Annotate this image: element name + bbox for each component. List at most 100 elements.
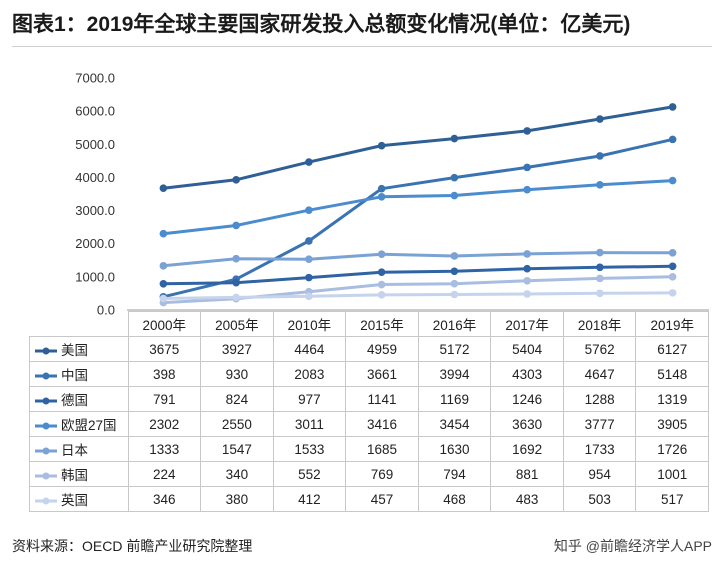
table-cell: 552 bbox=[272, 461, 347, 487]
x-category-label: 2015年 bbox=[345, 311, 419, 337]
series-3 bbox=[159, 176, 677, 238]
series-line bbox=[163, 137, 673, 299]
legend-key-icon bbox=[35, 422, 57, 430]
data-point bbox=[159, 184, 168, 192]
legend-key-icon bbox=[35, 372, 57, 380]
series-group bbox=[159, 103, 677, 307]
data-point bbox=[596, 152, 604, 160]
table-row: 美国 3675 3927 4464 4959 5172 5404 5762 6127 bbox=[29, 336, 709, 362]
data-point bbox=[305, 158, 313, 166]
table-cell: 4647 bbox=[562, 361, 637, 387]
legend-entry: 英国 bbox=[29, 486, 129, 512]
series-name: 日本 bbox=[61, 443, 88, 458]
data-point bbox=[377, 280, 386, 289]
legend-key-icon bbox=[35, 447, 57, 455]
x-category-label: 2017年 bbox=[490, 311, 564, 337]
data-point bbox=[596, 115, 604, 123]
series-line bbox=[163, 105, 673, 190]
table-cell: 5172 bbox=[417, 336, 492, 362]
data-point bbox=[668, 135, 677, 144]
series-line bbox=[163, 179, 673, 236]
table-cell: 1685 bbox=[345, 436, 419, 462]
series-1 bbox=[159, 135, 677, 301]
table-cell: 1169 bbox=[417, 386, 492, 412]
data-point bbox=[232, 176, 240, 184]
series-line bbox=[163, 251, 673, 268]
data-point bbox=[450, 191, 459, 200]
series-name: 美国 bbox=[61, 343, 88, 358]
legend-entry: 美国 bbox=[29, 336, 129, 362]
table-cell: 2302 bbox=[127, 411, 202, 437]
table-cell: 3416 bbox=[345, 411, 419, 437]
table-cell: 5148 bbox=[635, 361, 709, 387]
series-line bbox=[163, 291, 673, 300]
legend-entry: 中国 bbox=[29, 361, 129, 387]
legend-entry: 德国 bbox=[29, 386, 129, 412]
series-name: 欧盟27国 bbox=[61, 418, 117, 433]
data-point bbox=[450, 267, 459, 276]
table-row: 欧盟27国 2302 2550 3011 3416 3454 3630 3777 3905 bbox=[29, 411, 709, 437]
table-cell: 3905 bbox=[635, 411, 709, 437]
data-point bbox=[596, 181, 604, 189]
table-cell: 4303 bbox=[490, 361, 564, 387]
title-divider bbox=[12, 46, 712, 47]
data-point bbox=[377, 291, 386, 299]
series-6 bbox=[159, 289, 677, 303]
table-cell: 483 bbox=[490, 486, 564, 512]
table-cell: 5404 bbox=[490, 336, 564, 362]
data-point bbox=[305, 206, 313, 215]
table-cell: 3777 bbox=[562, 411, 637, 437]
series-4 bbox=[159, 248, 677, 270]
data-point bbox=[596, 263, 604, 272]
source-note: 资料来源：OECD 前瞻产业研究院整理 bbox=[12, 538, 253, 554]
table-cell: 769 bbox=[345, 461, 419, 487]
data-point bbox=[668, 176, 677, 185]
data-point bbox=[305, 292, 313, 301]
data-point bbox=[450, 252, 459, 260]
table-cell: 1246 bbox=[490, 386, 564, 412]
table-row: 英国 346 380 412 457 468 483 503 517 bbox=[29, 486, 709, 512]
data-point bbox=[305, 255, 313, 263]
x-category-label: 2005年 bbox=[200, 311, 274, 337]
data-point bbox=[232, 278, 240, 287]
data-point bbox=[232, 293, 240, 302]
y-tick-label: 6000.0 bbox=[75, 104, 115, 119]
table-cell: 1141 bbox=[345, 386, 419, 412]
x-category-label: 2019年 bbox=[635, 311, 709, 337]
legend-key-icon bbox=[35, 347, 57, 355]
legend-entry: 欧盟27国 bbox=[29, 411, 129, 437]
data-point bbox=[159, 294, 168, 303]
legend-key-icon bbox=[35, 397, 57, 405]
data-point bbox=[232, 254, 240, 263]
table-cell: 3454 bbox=[417, 411, 492, 437]
data-point bbox=[523, 185, 531, 194]
table-cell: 468 bbox=[417, 486, 492, 512]
data-point bbox=[450, 290, 459, 299]
table-cell: 1630 bbox=[417, 436, 492, 462]
chart-title: 图表1：2019年全球主要国家研发投入总额变化情况(单位：亿美元) bbox=[12, 13, 631, 36]
table-cell: 224 bbox=[127, 461, 202, 487]
table-cell: 930 bbox=[200, 361, 274, 387]
series-2 bbox=[159, 262, 677, 288]
data-point bbox=[232, 221, 240, 230]
y-tick-label: 7000.0 bbox=[75, 71, 115, 86]
table-corner-cell bbox=[29, 311, 129, 337]
table-row: 日本 1333 1547 1533 1685 1630 1692 1733 1726 bbox=[29, 436, 709, 462]
data-point bbox=[668, 103, 677, 111]
data-point bbox=[450, 173, 459, 182]
table-cell: 4464 bbox=[272, 336, 347, 362]
data-point bbox=[305, 273, 313, 282]
table-cell: 1288 bbox=[562, 386, 637, 412]
y-tick-label: 4000.0 bbox=[75, 170, 115, 185]
y-axis: 7000.0 6000.0 5000.0 4000.0 3000.0 2000.0 1000… bbox=[75, 71, 115, 316]
table-cell: 1733 bbox=[562, 436, 637, 462]
data-point bbox=[377, 250, 386, 258]
table-cell: 3661 bbox=[345, 361, 419, 387]
data-point bbox=[159, 279, 168, 288]
table-body: 美国 3675 3927 4464 4959 5172 5404 5762 6127 中国 398 9… bbox=[29, 336, 709, 512]
table-header-row: 2000年 2005年 2010年 2015年 2016年 2017年 2018年 2019年 bbox=[29, 311, 709, 337]
table-cell: 1726 bbox=[635, 436, 709, 462]
data-point bbox=[523, 163, 531, 172]
table-cell: 2083 bbox=[272, 361, 347, 387]
table-cell: 1319 bbox=[635, 386, 709, 412]
